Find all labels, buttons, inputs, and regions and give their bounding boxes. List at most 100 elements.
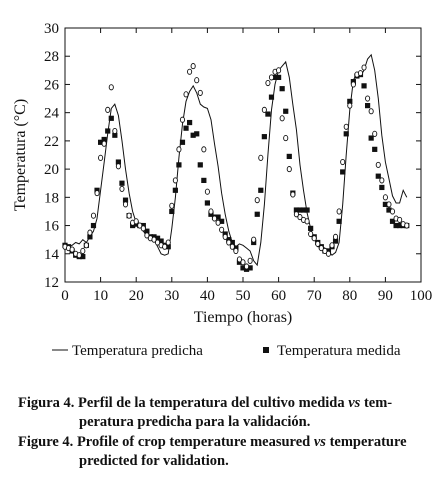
data-point-medida [165, 244, 171, 250]
data-point-medida [293, 207, 299, 213]
data-point-circle [283, 135, 289, 142]
y-tick-label: 22 [44, 134, 59, 150]
data-point-circle [222, 233, 228, 240]
data-point-circle [133, 218, 139, 225]
caption-en-text-1: Profile of crop temperature measured [76, 434, 314, 450]
data-point-circle [240, 259, 246, 266]
data-point-medida [343, 131, 349, 137]
data-point-circle [350, 81, 356, 88]
data-point-circle [340, 159, 346, 166]
plot-frame [64, 27, 422, 283]
data-point-medida [229, 239, 235, 246]
data-point-medida [90, 222, 97, 229]
legend-square-swatch [263, 347, 269, 353]
caption-es-text-1: Perfil de la temperatura del cultivo med… [78, 395, 349, 411]
data-point-circle [265, 79, 271, 87]
caption-en-vs: vs [313, 434, 326, 450]
data-point-circle [290, 191, 296, 198]
data-point-circle [254, 197, 260, 204]
data-point-circle [122, 201, 129, 208]
data-point-circle [80, 247, 86, 255]
data-point-circle [308, 230, 314, 238]
data-point-medida [265, 111, 271, 117]
data-point-medida [194, 131, 200, 137]
data-point-circle [101, 140, 107, 147]
data-point-circle [279, 115, 285, 122]
data-point-circle [219, 226, 225, 233]
data-point-circle [389, 208, 396, 215]
data-point-medida [172, 187, 178, 193]
data-point-circle [315, 240, 321, 247]
x-tick-label: 10 [93, 288, 108, 304]
caption-en-label: Figure 4. [18, 434, 74, 450]
data-point-circle [162, 243, 168, 250]
data-point-medida [286, 153, 292, 160]
data-point-medida [393, 222, 399, 229]
data-point-circle [322, 247, 328, 255]
caption-es-vs: vs [348, 395, 361, 411]
data-point-medida [372, 146, 378, 152]
data-point-medida [154, 235, 161, 241]
data-point-medida [108, 115, 114, 121]
data-point-circle [304, 218, 310, 225]
caption-es-text-2: tem- [360, 395, 393, 411]
data-point-circle [69, 246, 75, 253]
data-point-circle [368, 108, 374, 115]
data-point-medida [368, 135, 374, 141]
data-point-circle [404, 222, 410, 229]
data-point-circle [236, 256, 242, 263]
x-tick-label: 80 [342, 288, 357, 304]
y-tick-label: 30 [44, 21, 59, 37]
data-point-medida [98, 139, 104, 145]
data-point-circle [137, 222, 143, 229]
x-axis-title: Tiempo (horas) [194, 309, 293, 326]
data-point-circle [247, 257, 253, 264]
data-point-medida [389, 218, 396, 224]
data-point-circle [276, 67, 282, 74]
y-tick-label: 18 [44, 190, 59, 206]
data-point-circle [108, 84, 114, 91]
caption-en-text-2: temperature [325, 434, 407, 450]
data-point-circle [112, 127, 118, 135]
y-tick-label: 26 [44, 77, 60, 93]
data-point-medida [297, 207, 303, 213]
data-point-circle [183, 91, 189, 98]
data-point-circle [311, 235, 317, 242]
data-point-medida [240, 265, 246, 271]
data-point-medida [176, 162, 182, 168]
x-tick-label: 40 [200, 288, 215, 304]
data-point-medida [179, 139, 186, 145]
data-point-medida [190, 132, 196, 138]
data-point-circle [126, 212, 132, 219]
data-point-circle [347, 102, 353, 109]
x-tick-label: 0 [61, 288, 69, 304]
data-point-medida [379, 184, 385, 191]
data-point-circle [233, 247, 239, 255]
x-tick-label: 90 [378, 288, 393, 304]
data-point-circle [229, 243, 235, 250]
data-point-circle [382, 194, 388, 201]
chart: 0 10 20 30 40 50 60 70 80 90 100 12 14 16 18 20 22 24 26 28… [12, 21, 432, 359]
data-point-circle [251, 236, 257, 243]
x-tick-label: 20 [129, 288, 144, 304]
x-tick-label: 70 [307, 288, 322, 304]
data-point-circle [336, 208, 342, 215]
caption-es-label: Figura 4. [18, 395, 75, 411]
caption-es-text-3: peratura predicha para la validación. [79, 414, 311, 430]
data-point-medida [115, 159, 121, 165]
data-point-medida [119, 180, 125, 186]
y-tick-label: 20 [44, 162, 59, 178]
data-point-medida [340, 169, 346, 175]
data-point-circle [197, 89, 203, 96]
data-point-circle [179, 116, 186, 123]
data-point-circle [268, 74, 275, 81]
data-point-circle [201, 146, 207, 153]
data-point-circle [379, 177, 385, 184]
data-point-medida [158, 238, 164, 244]
x-tick-label: 30 [164, 288, 179, 304]
data-point-medida [347, 98, 353, 104]
data-point-circle [329, 242, 335, 249]
data-point-circle [119, 185, 125, 192]
data-point-medida [219, 218, 225, 224]
data-point-medida [397, 222, 403, 229]
